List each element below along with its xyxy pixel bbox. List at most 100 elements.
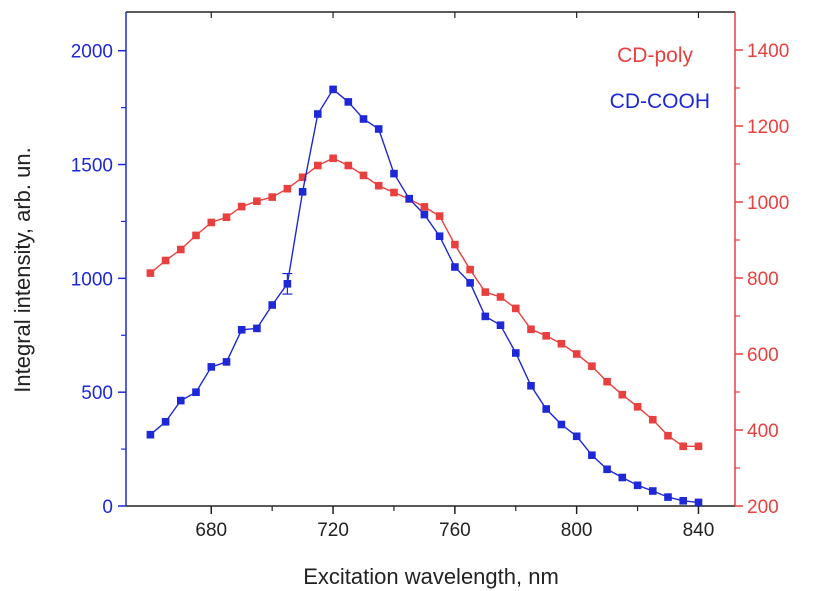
data-point-cd-poly — [649, 415, 657, 424]
data-point-cd-cooh — [420, 210, 429, 219]
data-point-cd-poly — [192, 231, 200, 240]
x-axis-title: Excitation wavelength, nm — [303, 564, 559, 589]
data-point-cd-cooh — [405, 194, 413, 203]
data-point-cd-cooh — [298, 188, 307, 196]
x-tick-label: 800 — [561, 520, 593, 541]
right-y-tick-label: 200 — [747, 497, 779, 518]
data-point-cd-cooh — [466, 279, 474, 287]
right-y-tick-label: 1200 — [747, 117, 789, 138]
data-point-cd-poly — [359, 171, 368, 180]
data-point-cd-cooh — [253, 324, 261, 333]
plot-frame — [125, 11, 736, 507]
left-y-axis-ticks: 0 500 1000 1500 2000 — [71, 42, 126, 518]
legend-entry-cd-cooh: CD-COOH — [610, 90, 710, 113]
data-point-cd-cooh — [557, 420, 566, 429]
data-point-cd-poly — [496, 293, 505, 301]
data-point-cd-poly — [314, 161, 322, 170]
data-point-cd-poly — [588, 362, 596, 370]
data-point-cd-poly — [298, 173, 307, 182]
right-y-tick-label: 1000 — [747, 193, 789, 214]
data-point-cd-cooh — [496, 321, 505, 329]
data-point-cd-cooh — [679, 497, 687, 505]
right-y-tick-label: 600 — [747, 345, 779, 366]
data-point-cd-poly — [542, 332, 550, 340]
data-point-cd-poly — [572, 350, 581, 358]
data-point-cd-cooh — [329, 85, 337, 94]
data-point-cd-cooh — [268, 301, 276, 309]
data-point-cd-cooh — [146, 430, 155, 439]
x-axis-ticks: 680 720 760 800 840 — [195, 12, 714, 541]
data-point-cd-poly — [207, 218, 216, 227]
data-point-cd-poly — [420, 203, 429, 211]
data-point-cd-poly — [527, 325, 535, 334]
left-y-tick-label: 1000 — [71, 269, 113, 290]
left-y-tick-label: 1500 — [71, 156, 113, 177]
data-point-cd-poly — [481, 288, 490, 296]
data-point-cd-poly — [374, 181, 383, 190]
data-point-cd-cooh — [542, 405, 550, 413]
error-bar — [282, 272, 293, 295]
data-point-cd-poly — [679, 442, 687, 451]
x-tick-label: 840 — [683, 520, 715, 541]
data-point-cd-cooh — [374, 125, 383, 133]
data-point-cd-poly — [603, 377, 611, 386]
data-point-cd-poly — [466, 265, 474, 274]
data-point-cd-poly — [222, 213, 231, 221]
data-point-cd-poly — [253, 197, 261, 205]
series-line-cd-cooh — [149, 88, 699, 504]
data-point-cd-poly — [161, 256, 170, 265]
right-y-axis-ticks: 200 400 600 800 1000 1200 1400 — [735, 41, 789, 518]
left-y-tick-label: 500 — [81, 383, 113, 404]
data-point-cd-cooh — [649, 487, 657, 495]
data-point-cd-cooh — [618, 473, 627, 482]
x-tick-label: 720 — [317, 520, 349, 541]
data-point-cd-cooh — [451, 263, 459, 271]
legend-entry-cd-poly: CD-poly — [617, 44, 693, 67]
data-point-cd-poly — [146, 269, 155, 277]
x-tick-label: 760 — [439, 520, 471, 541]
data-point-cd-cooh — [390, 169, 398, 178]
right-y-tick-label: 800 — [747, 269, 779, 290]
data-point-cd-poly — [451, 240, 459, 249]
data-point-cd-cooh — [237, 326, 246, 334]
data-point-cd-cooh — [694, 498, 703, 507]
series-cd-cooh — [146, 85, 703, 507]
data-point-cd-cooh — [344, 98, 353, 106]
data-point-cd-cooh — [588, 451, 596, 459]
left-y-tick-label: 0 — [102, 497, 113, 518]
data-point-cd-cooh — [222, 358, 231, 366]
data-point-cd-cooh — [435, 232, 444, 240]
data-point-cd-poly — [618, 390, 627, 399]
data-point-cd-cooh — [664, 493, 672, 501]
data-point-cd-cooh — [161, 418, 170, 426]
data-point-cd-cooh — [572, 432, 581, 441]
data-point-cd-cooh — [603, 465, 611, 474]
data-point-cd-cooh — [512, 349, 520, 357]
right-y-tick-label: 1400 — [747, 41, 789, 62]
y-axis-title: Integral intensity, arb. un. — [10, 147, 35, 392]
data-point-cd-poly — [283, 184, 292, 193]
data-point-cd-poly — [329, 154, 337, 163]
data-point-cd-poly — [390, 188, 398, 197]
data-point-cd-poly — [177, 245, 185, 254]
data-point-cd-poly — [268, 193, 276, 201]
series-line-cd-poly — [149, 157, 699, 447]
data-point-cd-cooh — [192, 388, 200, 396]
data-point-cd-cooh — [177, 396, 185, 405]
data-point-cd-cooh — [207, 363, 216, 371]
data-point-cd-cooh — [481, 312, 490, 321]
data-point-cd-cooh — [359, 115, 368, 123]
data-point-cd-poly — [237, 202, 246, 211]
series-cd-poly — [146, 154, 703, 451]
data-point-cd-poly — [694, 442, 703, 451]
data-point-cd-poly — [633, 403, 642, 411]
data-point-cd-poly — [512, 304, 520, 313]
left-y-tick-label: 2000 — [71, 42, 113, 63]
x-tick-label: 680 — [195, 520, 227, 541]
data-point-cd-poly — [344, 161, 353, 170]
series-layer — [146, 85, 703, 507]
data-point-cd-poly — [557, 339, 566, 348]
data-point-cd-cooh — [527, 382, 535, 390]
data-point-cd-poly — [435, 212, 444, 220]
